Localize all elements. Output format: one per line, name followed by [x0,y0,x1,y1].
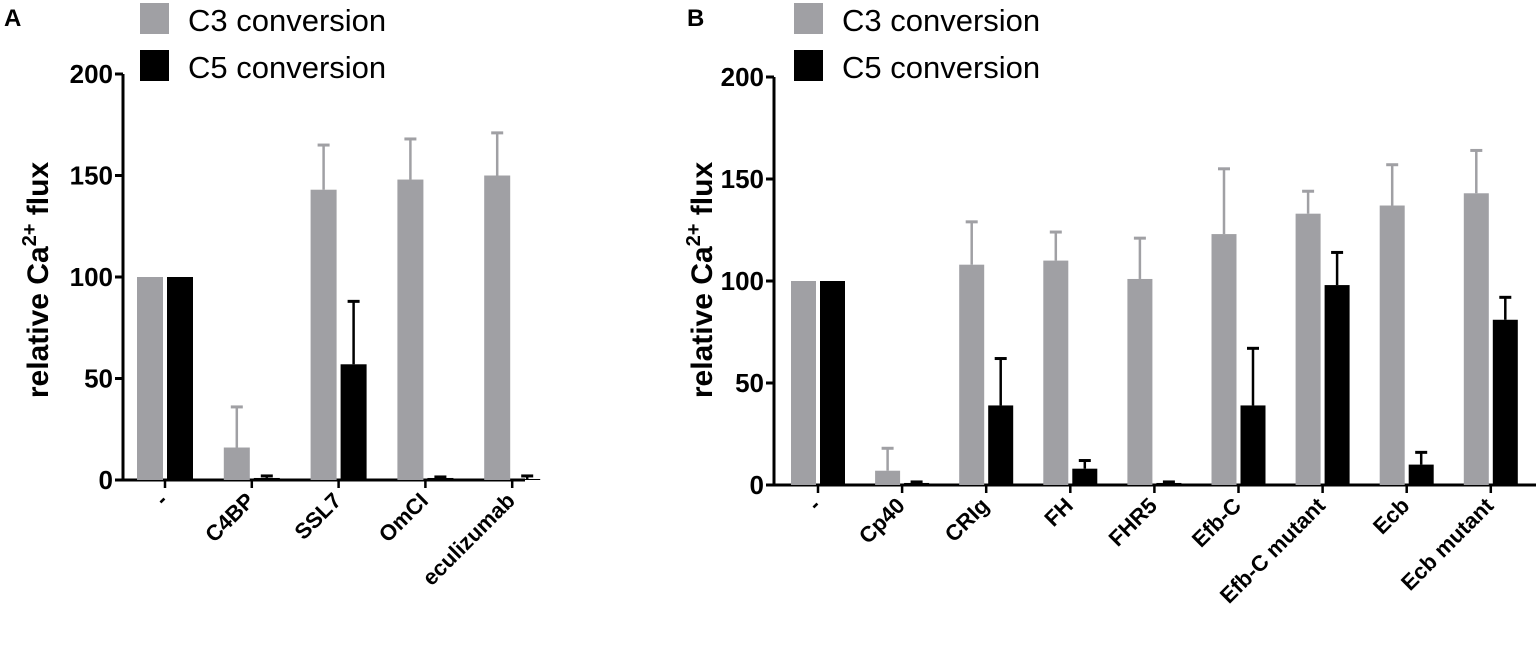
y-axis-label-text: flux [686,162,719,224]
y-axis-label-superscript: 2+ [19,224,41,247]
x-tick-label: CRIg [940,493,994,547]
legend-swatch [794,50,823,81]
bar-c5 [1156,482,1182,485]
x-tick-label: C4BP [200,488,259,547]
bar-c3 [791,281,816,485]
bar-c5 [1492,319,1518,485]
y-axis-label-text: relative Ca [686,246,719,398]
y-tick-label: 0 [750,470,764,500]
y-tick-label: 50 [84,364,113,394]
bar-c5 [1072,468,1098,485]
bar-c3 [484,175,511,480]
bar-c5 [988,405,1014,485]
bar-c3 [1463,193,1489,485]
panel-label: B [687,5,704,32]
y-tick-label: 200 [721,62,764,92]
legend-swatch [794,3,823,34]
x-tick-label: OmCI [374,488,433,547]
x-tick-label: - [803,493,826,516]
x-tick-label: eculizumab [417,488,519,590]
bar-c3 [959,264,985,485]
x-tick-label: Cp40 [854,493,910,549]
legend-swatch [140,3,169,34]
bar-c5 [340,364,367,480]
legend-label: C5 conversion [842,50,1040,85]
bar-c5 [904,482,930,485]
bar-c5 [1408,464,1434,485]
y-axis-label-superscript: 2+ [683,224,705,247]
bar-c5 [820,281,845,485]
y-tick-label: 150 [721,164,764,194]
y-tick-label: 200 [70,59,113,89]
bar-c3 [310,189,337,480]
bar-c3 [397,179,424,480]
y-axis-label: relative Ca2+ flux [683,162,719,399]
bar-c3 [137,277,163,480]
y-axis-label-text: relative Ca [22,246,55,398]
x-tick-label: FH [1039,493,1077,531]
x-tick-label: Ecb [1368,493,1414,539]
bar-c5 [427,477,454,480]
bar-c5 [1324,285,1350,485]
legend-label: C5 conversion [188,50,386,85]
bar-c3 [875,470,901,485]
legend-label: C3 conversion [188,3,386,38]
bar-c3 [1211,234,1237,485]
legend-swatch [140,50,169,81]
y-tick-label: 50 [735,368,764,398]
bar-c5 [253,477,280,480]
y-tick-label: 100 [70,262,113,292]
x-tick-label: SSL7 [290,488,347,545]
x-tick-label: FHR5 [1104,493,1162,551]
bar-c3 [1295,213,1321,485]
bar-c3 [223,447,250,480]
panel-label: A [4,5,21,32]
y-tick-label: 100 [721,266,764,296]
bar-c3 [1043,260,1069,485]
bar-c5 [1240,405,1266,485]
panel-A: A C3 conversion C5 conversion relative Ca2+… [4,3,541,590]
panel-B: B C3 conversion C5 conversion relative Ca2+… [683,3,1536,608]
legend-label: C3 conversion [842,3,1040,38]
x-tick-label: - [150,488,173,511]
y-tick-label: 0 [99,465,113,495]
bar-c5 [167,277,193,480]
bar-c5 [514,478,541,480]
x-tick-label: Efb-C [1187,493,1246,552]
bar-c3 [1379,205,1405,485]
y-axis-label: relative Ca2+ flux [19,162,55,399]
y-tick-label: 150 [70,161,113,191]
bar-c3 [1127,278,1153,485]
y-axis-label-text: flux [22,162,55,224]
